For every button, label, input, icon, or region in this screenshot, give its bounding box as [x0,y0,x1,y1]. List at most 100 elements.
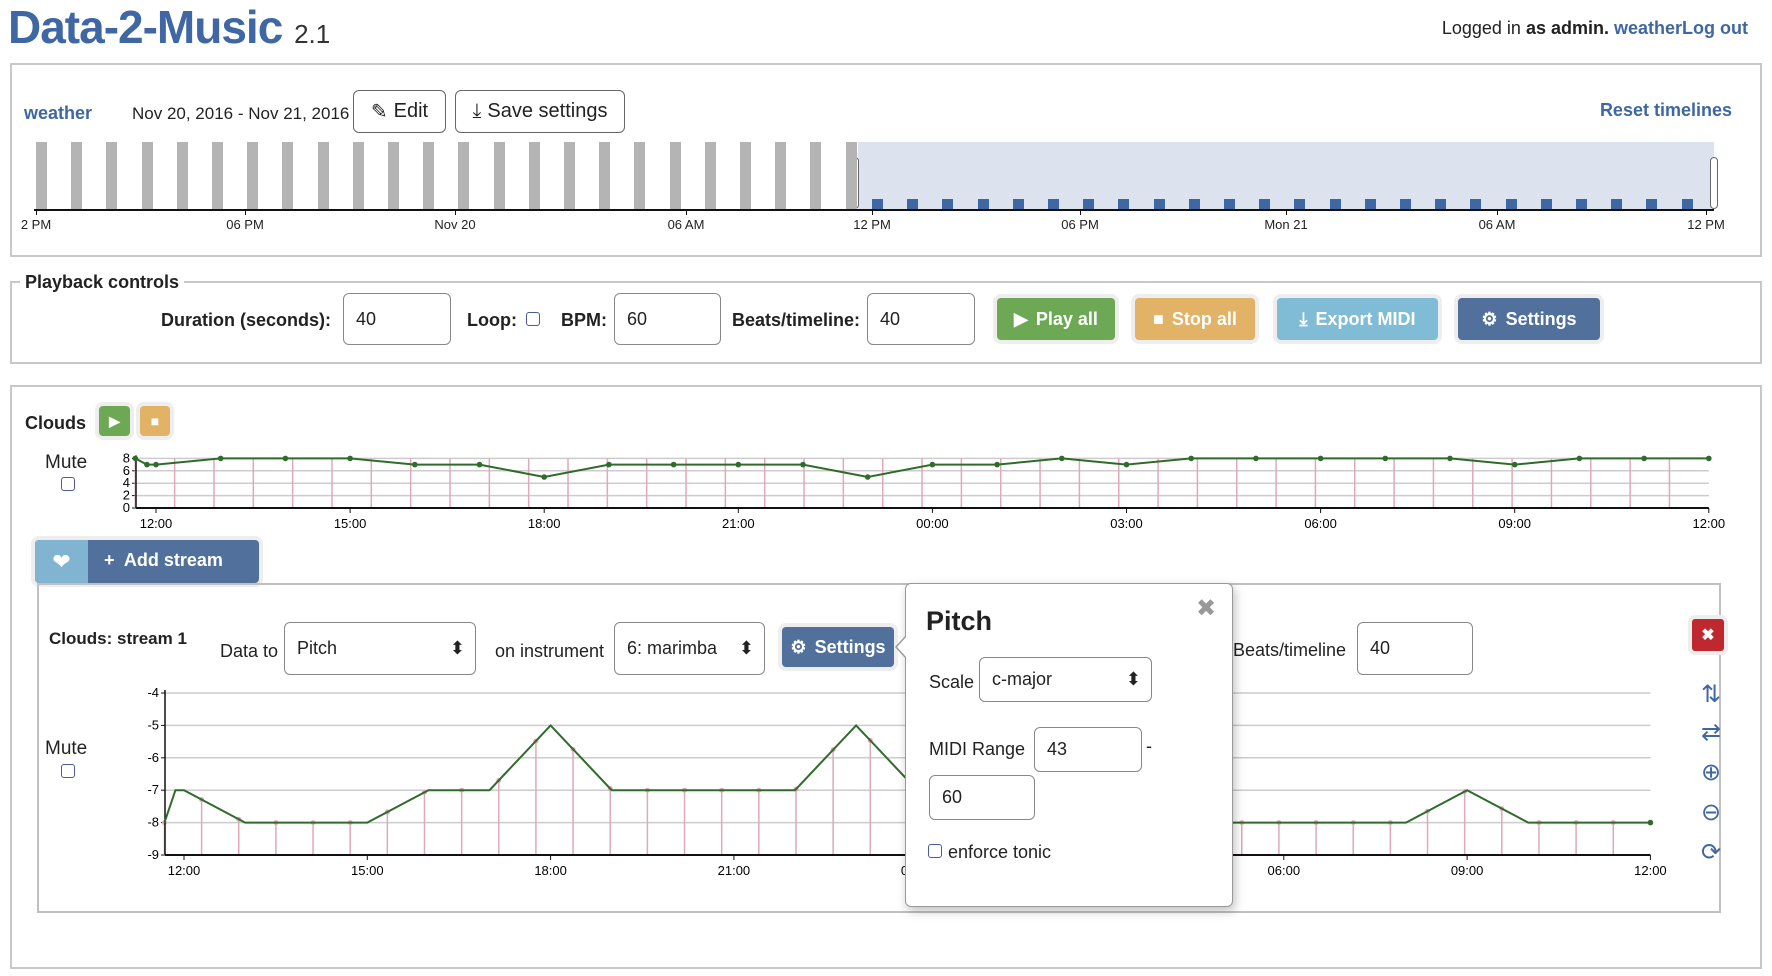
timeline-bar [564,142,575,209]
plus-icon: + [104,550,115,570]
add-stream-label: Add stream [123,550,223,570]
data-point [1641,455,1647,462]
data-point [1576,455,1583,462]
duration-input[interactable]: 40 [343,293,451,345]
timeline-tick [1497,209,1498,215]
timeline-axis [34,209,1714,211]
stream-beats-label: Beats/timeline [1233,640,1347,660]
swap-vertical-icon[interactable]: ⇅ [1700,681,1722,708]
data-point [1447,455,1453,462]
bpm-input[interactable]: 60 [614,293,721,345]
data-point [606,461,612,468]
timeline-tick-label: Nov 20 [434,217,476,232]
stream-title: Clouds: stream 1 [49,629,187,648]
swap-horizontal-icon[interactable]: ⇄ [1700,719,1722,746]
reset-timelines-link[interactable]: Reset timelines [1599,100,1732,120]
range-handle-right[interactable] [1710,157,1718,209]
login-prefix: Logged in [1441,18,1521,38]
y-tick-label: -8 [147,815,159,830]
play-all-button[interactable]: ▶ Play all [997,298,1115,340]
midi-min-input[interactable]: 43 [1034,727,1142,772]
delete-stream-button[interactable]: ✖ [1692,619,1724,651]
login-status: Logged in as admin. weatherLog out [1442,18,1748,39]
timeline-bar [176,142,188,209]
stream-settings-button[interactable]: ⚙ Settings [782,627,894,667]
edit-button[interactable]: ✎ Edit [353,90,446,133]
stream-mute-checkbox[interactable] [61,764,75,778]
dataset-link[interactable]: weather [24,103,93,123]
zoom-out-icon[interactable]: ⊖ [1700,799,1722,826]
selected-bar [1435,199,1447,209]
collapse-chevron-icon[interactable]: ❤ [35,540,88,583]
stop-all-label: Stop all [1171,308,1237,329]
data-point [476,461,483,468]
app-name: Data-2-Music [8,1,283,53]
loop-label: Loop: [467,310,517,330]
selected-bar [1576,199,1587,209]
stop-icon: ■ [1153,308,1164,329]
timeline-bar [669,142,681,209]
loop-checkbox[interactable] [526,312,540,326]
data-point [1317,455,1324,462]
zoom-in-icon[interactable]: ⊕ [1700,759,1722,786]
save-label: Save settings [487,100,608,122]
refresh-icon[interactable]: ⟳ [1700,839,1722,866]
selected-bar [907,199,919,209]
selected-range[interactable] [858,142,1714,209]
timeline-bar [458,142,470,209]
scale-select[interactable]: c-major ⬍ [979,657,1152,702]
stop-all-button[interactable]: ■ Stop all [1135,298,1255,340]
add-stream-button[interactable]: + Add stream [104,550,223,571]
timeline-play-button[interactable]: ▶ [99,406,130,436]
stream-mute-label: Mute [45,738,88,759]
popover-title: Pitch [926,606,993,636]
instrument-select[interactable]: 6: marimba ⬍ [614,622,765,675]
x-tick-label: 21:00 [718,863,751,878]
y-tick-label: 0 [123,500,130,515]
y-tick-label: -6 [147,750,159,765]
y-tick-label: -9 [147,847,159,862]
selected-bar [1611,199,1623,209]
timeline-bar [740,142,751,209]
data-point [412,461,418,468]
selected-bar [1153,199,1165,209]
beats-label: Beats/timeline: [732,310,861,330]
mute-label: Mute [45,452,88,473]
stream-settings-label: Settings [814,636,886,657]
settings-button[interactable]: ⚙ Settings [1458,298,1600,340]
beats-input[interactable]: 40 [867,293,975,345]
enforce-tonic-checkbox[interactable] [928,844,942,858]
play-all-label: Play all [1035,308,1098,329]
pencil-icon: ✎ [370,101,388,123]
data-point [994,461,1000,468]
data-point [1253,455,1259,462]
data-to-select[interactable]: Pitch ⬍ [284,622,476,675]
data-line [163,723,1651,824]
save-settings-button[interactable]: ⤓ Save settings [455,90,625,133]
data-point [144,461,150,468]
y-tick-label: 8 [123,450,130,465]
play-icon: ▶ [1014,308,1028,329]
login-user: as admin. [1525,18,1609,38]
selected-bar [1646,199,1658,209]
timeline-stop-button[interactable]: ■ [140,406,170,436]
settings-label: Settings [1505,308,1577,329]
timeline-panel [10,385,1762,969]
x-tick-label: 12:00 [140,516,173,531]
mute-checkbox[interactable] [61,477,75,491]
playback-legend: Playback controls [20,272,185,293]
midi-max-input[interactable]: 60 [929,775,1035,820]
timeline-tick [1706,209,1707,215]
y-tick-label: 6 [123,463,130,478]
export-midi-button[interactable]: ⤓ Export MIDI [1277,298,1438,340]
close-icon: ✖ [1701,627,1715,644]
timeline-tick-label: 06 PM [1061,217,1099,232]
close-popover-icon[interactable]: ✖ [1196,595,1217,622]
logout-link[interactable]: weatherLog out [1614,18,1748,38]
x-tick-label: 15:00 [334,516,367,531]
stream-beats-input[interactable]: 40 [1357,622,1473,675]
stop-icon: ■ [150,413,160,429]
selected-bar [1048,199,1059,209]
